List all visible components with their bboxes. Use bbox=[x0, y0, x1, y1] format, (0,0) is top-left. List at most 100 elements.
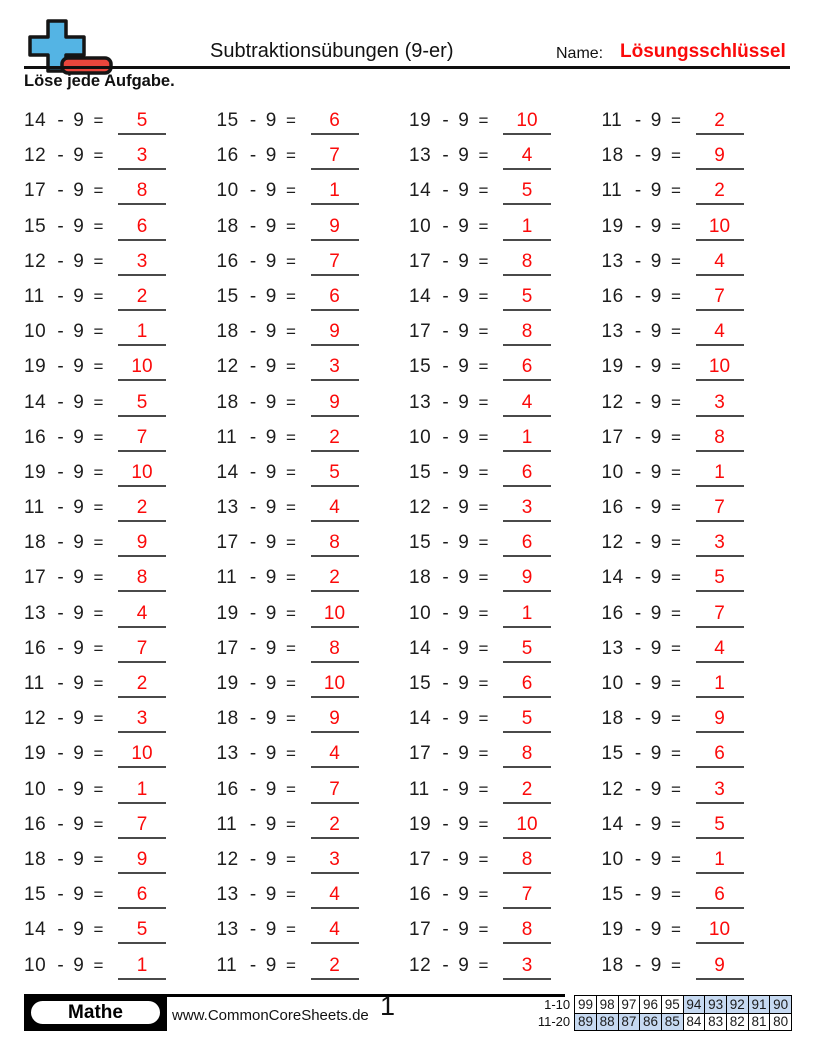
score-cell: 82 bbox=[725, 1012, 749, 1031]
minuend: 18 bbox=[216, 391, 239, 413]
minus-operator: - bbox=[442, 497, 449, 519]
problem-row: 11 - 9 = 2 bbox=[217, 418, 410, 453]
equals-sign: = bbox=[286, 885, 296, 905]
score-table: 1-10 99 98 97 96 95 94 93 92 91 90 11-20 89 88 87 86… bbox=[526, 995, 792, 1031]
subtrahend: 9 bbox=[650, 848, 662, 870]
equals-sign: = bbox=[671, 427, 681, 447]
minuend: 12 bbox=[24, 708, 47, 730]
answer-key-label: Lösungsschlüssel bbox=[620, 41, 786, 62]
equals-sign: = bbox=[671, 533, 681, 553]
equals-sign: = bbox=[478, 533, 489, 553]
problem-row: 19 - 9 = 10 bbox=[24, 734, 217, 769]
score-cell: 85 bbox=[660, 1012, 684, 1031]
minus-operator: - bbox=[634, 180, 642, 202]
minuend: 15 bbox=[409, 673, 432, 694]
plus-minus-icon bbox=[28, 19, 113, 75]
minuend: 19 bbox=[24, 356, 47, 378]
minus-operator: - bbox=[442, 285, 449, 307]
minus-operator: - bbox=[634, 426, 642, 448]
score-row-11-20: 11-20 89 88 87 86 85 84 83 82 81 80 bbox=[526, 1012, 792, 1031]
minus-operator: - bbox=[442, 532, 449, 554]
minuend: 17 bbox=[409, 321, 432, 343]
minuend: 17 bbox=[409, 919, 432, 941]
equals-sign: = bbox=[671, 181, 681, 201]
subtrahend: 9 bbox=[73, 391, 84, 413]
score-cell: 89 bbox=[574, 1012, 597, 1031]
equals-sign: = bbox=[478, 709, 489, 729]
minus-operator: - bbox=[442, 321, 449, 343]
answer-value: 2 bbox=[329, 567, 340, 589]
subtrahend: 9 bbox=[265, 180, 277, 202]
answer-blank: 1 bbox=[695, 849, 744, 874]
problem-row: 17 - 9 = 8 bbox=[217, 523, 410, 558]
answer-value: 8 bbox=[329, 532, 340, 554]
equals-sign: = bbox=[93, 674, 104, 693]
problem-row: 16 - 9 = 7 bbox=[217, 136, 410, 171]
equals-sign: = bbox=[671, 603, 681, 623]
subtrahend: 9 bbox=[458, 215, 469, 237]
minus-operator: - bbox=[249, 884, 257, 906]
answer-value: 2 bbox=[329, 813, 340, 835]
equals-sign: = bbox=[478, 603, 489, 623]
minus-operator: - bbox=[249, 532, 257, 554]
problem-row: 17 - 9 = 8 bbox=[409, 840, 602, 875]
problem-row: 14 - 9 = 5 bbox=[602, 558, 795, 593]
minus-operator: - bbox=[442, 778, 449, 800]
equals-sign: = bbox=[671, 462, 681, 482]
score-cell: 93 bbox=[704, 995, 727, 1014]
subtrahend: 9 bbox=[458, 637, 469, 659]
brand-oval: Mathe bbox=[29, 999, 162, 1026]
subtrahend: 9 bbox=[458, 778, 469, 800]
answer-blank: 2 bbox=[118, 673, 166, 698]
minuend: 15 bbox=[409, 461, 432, 483]
subtrahend: 9 bbox=[458, 673, 469, 694]
minuend: 11 bbox=[216, 813, 238, 835]
minuend: 15 bbox=[216, 110, 239, 131]
subtrahend: 9 bbox=[265, 145, 277, 167]
problems-column-4: 11 - 9 = 2 18 - 9 = 9 11 - 9 = 2 19 - 9 … bbox=[602, 101, 795, 981]
answer-value: 10 bbox=[516, 813, 538, 835]
subtrahend: 9 bbox=[650, 285, 662, 307]
answer-value: 8 bbox=[521, 321, 533, 343]
equals-sign: = bbox=[93, 849, 104, 869]
answer-blank: 3 bbox=[695, 779, 744, 804]
problem-row: 11 - 9 = 2 bbox=[217, 805, 410, 840]
problem-row: 17 - 9 = 8 bbox=[409, 734, 602, 769]
answer-value: 2 bbox=[714, 110, 725, 131]
answer-blank: 9 bbox=[310, 392, 359, 417]
answer-blank: 4 bbox=[310, 497, 359, 523]
page-title: Subtraktionsübungen (9-er) bbox=[210, 40, 454, 62]
subtrahend: 9 bbox=[265, 919, 277, 941]
problem-row: 14 - 9 = 5 bbox=[24, 910, 217, 945]
answer-value: 1 bbox=[521, 215, 533, 237]
answer-blank: 8 bbox=[503, 919, 551, 945]
answer-blank: 6 bbox=[503, 462, 551, 487]
minus-operator: - bbox=[57, 145, 64, 167]
minus-operator: - bbox=[442, 567, 449, 589]
problem-row: 13 - 9 = 4 bbox=[602, 312, 795, 347]
minus-operator: - bbox=[634, 567, 642, 589]
answer-value: 5 bbox=[714, 567, 725, 589]
minuend: 11 bbox=[216, 567, 238, 589]
minus-operator: - bbox=[634, 532, 642, 554]
answer-value: 8 bbox=[329, 637, 340, 659]
answer-blank: 7 bbox=[695, 286, 744, 311]
problem-row: 18 - 9 = 9 bbox=[602, 946, 795, 981]
answer-blank: 1 bbox=[503, 603, 551, 628]
minus-operator: - bbox=[249, 497, 257, 519]
equals-sign: = bbox=[478, 638, 489, 658]
equals-sign: = bbox=[671, 146, 681, 166]
subtrahend: 9 bbox=[458, 602, 469, 624]
score-cell: 95 bbox=[660, 995, 684, 1014]
equals-sign: = bbox=[671, 251, 681, 271]
equals-sign: = bbox=[93, 779, 104, 799]
equals-sign: = bbox=[286, 462, 296, 482]
equals-sign: = bbox=[286, 216, 296, 236]
equals-sign: = bbox=[93, 603, 104, 623]
answer-value: 3 bbox=[329, 848, 340, 870]
answer-blank: 10 bbox=[118, 356, 166, 382]
answer-blank: 2 bbox=[310, 567, 359, 593]
answer-blank: 10 bbox=[118, 462, 166, 487]
answer-blank: 9 bbox=[310, 321, 359, 347]
minus-operator: - bbox=[249, 602, 257, 624]
